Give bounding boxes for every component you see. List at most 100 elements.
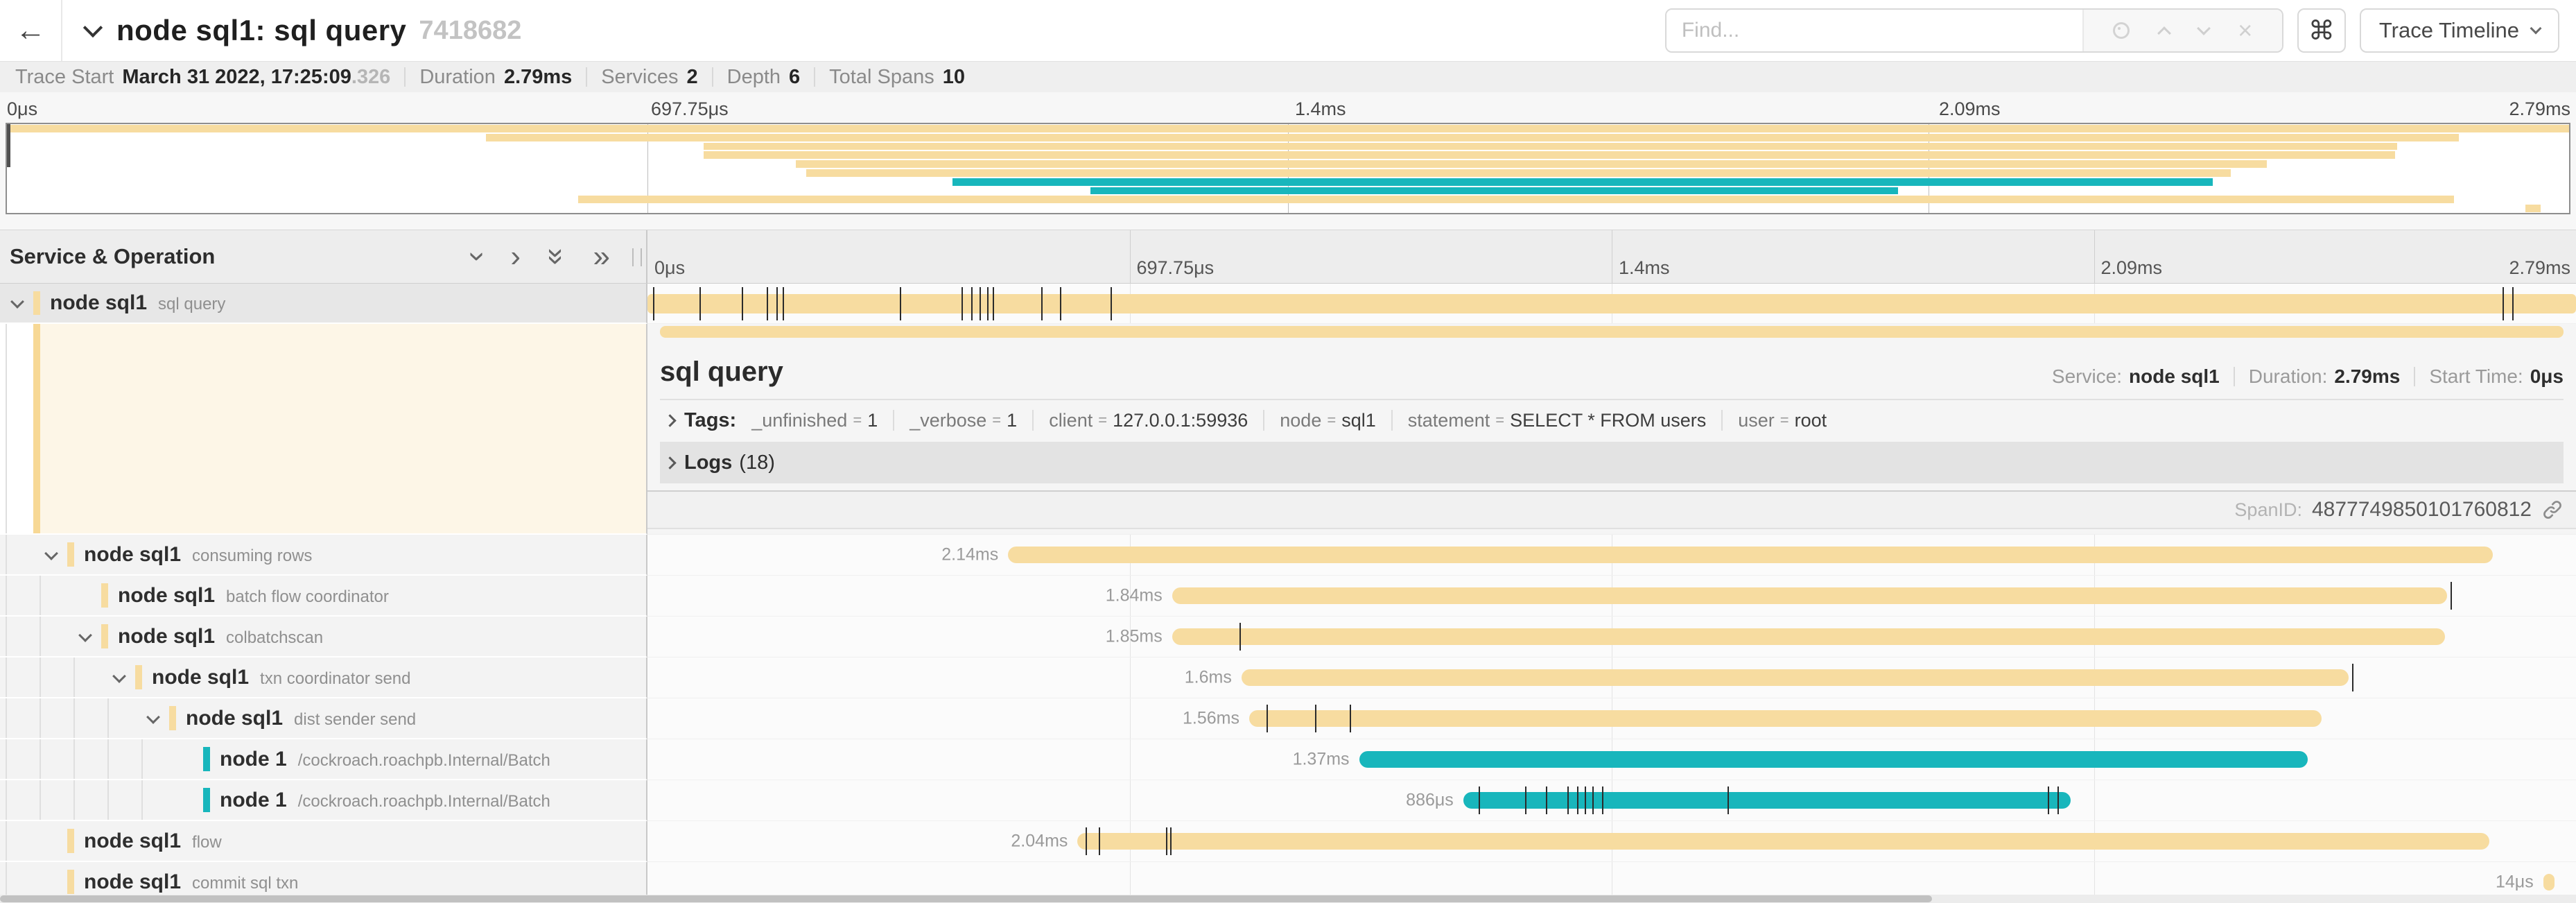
copy-link-icon[interactable] <box>2541 499 2564 521</box>
next-match-icon[interactable] <box>2196 22 2211 35</box>
tree-guide-line <box>107 739 109 779</box>
minimap-drag-handle[interactable] <box>7 124 10 167</box>
log-tick-mark <box>1349 705 1351 732</box>
expand-one-icon[interactable]: › <box>510 239 521 273</box>
tree-row-text: node sql1 txn coordinator send <box>152 666 411 689</box>
timeline-row[interactable]: 1.56ms <box>647 698 2576 739</box>
expand-all-icon[interactable]: » <box>593 239 610 273</box>
column-resizer-handle[interactable] <box>632 248 642 266</box>
timeline-ruler: 0μs 697.75μs 1.4ms 2.09ms 2.79ms <box>647 230 2576 283</box>
tree-row[interactable]: node sql1 colbatchscan <box>0 617 647 657</box>
operation-name: /cockroach.roachpb.Internal/Batch <box>297 750 550 770</box>
timeline-grid-line <box>1129 862 1131 902</box>
separator <box>893 410 895 431</box>
detail-highlight <box>40 324 646 533</box>
span-row: node sql1 txn coordinator send 1.6ms <box>0 657 2576 698</box>
tree-row[interactable]: node sql1 consuming rows <box>0 535 647 576</box>
span-bar[interactable] <box>1463 792 2071 809</box>
clear-find-icon[interactable]: × <box>2238 16 2253 44</box>
operation-name: dist sender send <box>294 710 417 729</box>
tree-row[interactable]: node 1/cockroach.roachpb.Internal/Batch <box>0 780 647 821</box>
tree-row-text: node 1/cockroach.roachpb.Internal/Batch <box>220 789 550 812</box>
log-tick-mark <box>699 286 702 320</box>
focus-match-icon[interactable] <box>2113 22 2130 39</box>
tag-key: statement <box>1407 409 1490 431</box>
span-color-bar <box>101 583 108 608</box>
ruler-grid-line <box>2094 230 2095 283</box>
horizontal-scrollbar[interactable] <box>0 895 2576 903</box>
chevron-down-icon[interactable] <box>78 628 92 642</box>
span-bar[interactable] <box>1008 547 2494 563</box>
chevron-down-icon[interactable] <box>44 546 58 560</box>
tree-row[interactable]: node sql1 sql query <box>0 284 647 324</box>
span-color-bar <box>33 291 40 315</box>
minimap-span-row <box>7 204 2569 213</box>
command-icon: ⌘ <box>2308 16 2335 46</box>
tree-row[interactable]: node sql1 batch flow coordinator <box>0 576 647 617</box>
collapse-one-icon[interactable]: › <box>461 251 496 262</box>
view-selector-button[interactable]: Trace Timeline <box>2359 8 2559 53</box>
span-bar[interactable] <box>1359 751 2308 768</box>
span-bar[interactable] <box>2543 874 2555 891</box>
tag-value: sql1 <box>1341 409 1376 431</box>
chevron-down-icon[interactable] <box>10 295 24 309</box>
timeline-row[interactable]: 1.85ms <box>647 617 2576 657</box>
chevron-down-icon[interactable] <box>112 669 126 683</box>
trace-minimap[interactable] <box>6 123 2570 214</box>
span-duration-label: 1.84ms <box>1105 585 1163 605</box>
timeline-row[interactable]: 2.04ms <box>647 821 2576 862</box>
timeline-row[interactable]: 1.37ms <box>647 739 2576 780</box>
timeline-row[interactable]: 2.14ms <box>647 535 2576 576</box>
log-tick-mark <box>2451 582 2453 610</box>
span-bar[interactable] <box>1248 710 2322 727</box>
span-bar[interactable] <box>1172 628 2445 645</box>
service-name: node sql1 <box>118 624 216 648</box>
service-name: node sql1 <box>50 291 148 314</box>
tree-row[interactable]: node sql1 txn coordinator send <box>0 657 647 698</box>
span-detail-panel: sql query Service: node sql1 Duration: 2.79… <box>647 324 2576 535</box>
trace-info-label: Duration <box>419 65 496 88</box>
span-bar[interactable] <box>1077 833 2489 850</box>
tag-key: user <box>1738 409 1775 431</box>
collapse-trace-icon[interactable] <box>82 17 103 38</box>
tree-row[interactable]: node sql1 flow <box>0 821 647 862</box>
tag-equals: = <box>1098 411 1108 429</box>
span-row: node sql1 consuming rows 2.14ms <box>0 535 2576 576</box>
timeline-row[interactable] <box>647 284 2576 324</box>
separator <box>1721 410 1723 431</box>
logs-row[interactable]: Logs (18) <box>660 442 2564 483</box>
scrollbar-thumb[interactable] <box>0 895 1932 902</box>
span-duration-label: 1.37ms <box>1292 749 1350 769</box>
tag-equals: = <box>1327 411 1337 429</box>
operation-name: flow <box>192 832 222 852</box>
span-duration-label: 1.85ms <box>1105 626 1163 646</box>
tree-row[interactable]: node sql1 dist sender send <box>0 698 647 739</box>
back-button[interactable]: ← <box>0 0 62 61</box>
tree-row[interactable]: node 1/cockroach.roachpb.Internal/Batch <box>0 739 647 780</box>
timeline-row[interactable]: 1.84ms <box>647 576 2576 617</box>
timeline-header: Service & Operation › › » » 0μs 697.75μs 1… <box>0 230 2576 284</box>
chevron-down-icon[interactable] <box>146 710 160 724</box>
log-tick-mark <box>1576 786 1578 814</box>
span-row: node sql1 dist sender send 1.56ms <box>0 698 2576 739</box>
timeline-row[interactable]: 1.6ms <box>647 657 2576 698</box>
tags-row[interactable]: Tags: _unfinished = 1 _verbose = 1 client = 127.… <box>660 400 2564 440</box>
separator <box>1263 410 1265 431</box>
log-tick-mark <box>1169 827 1172 855</box>
log-tick-mark <box>2057 786 2059 814</box>
timeline-row[interactable]: 886μs <box>647 780 2576 821</box>
span-color-bar <box>33 324 40 533</box>
collapse-all-icon[interactable]: » <box>540 248 575 266</box>
span-bar[interactable] <box>647 293 2576 313</box>
log-tick-mark <box>1546 786 1548 814</box>
span-bar[interactable] <box>1172 587 2447 604</box>
tag-equals: = <box>992 411 1002 429</box>
prev-match-icon[interactable] <box>2157 26 2171 40</box>
span-id-label: SpanID: <box>2234 499 2302 520</box>
span-bar[interactable] <box>1241 669 2349 686</box>
find-input[interactable] <box>1666 10 2082 51</box>
span-duration-label: 886μs <box>1406 790 1454 810</box>
minimap-span-row <box>7 160 2569 169</box>
keyboard-shortcuts-button[interactable]: ⌘ <box>2297 8 2346 53</box>
tree-row-text: node sql1 colbatchscan <box>118 625 323 648</box>
